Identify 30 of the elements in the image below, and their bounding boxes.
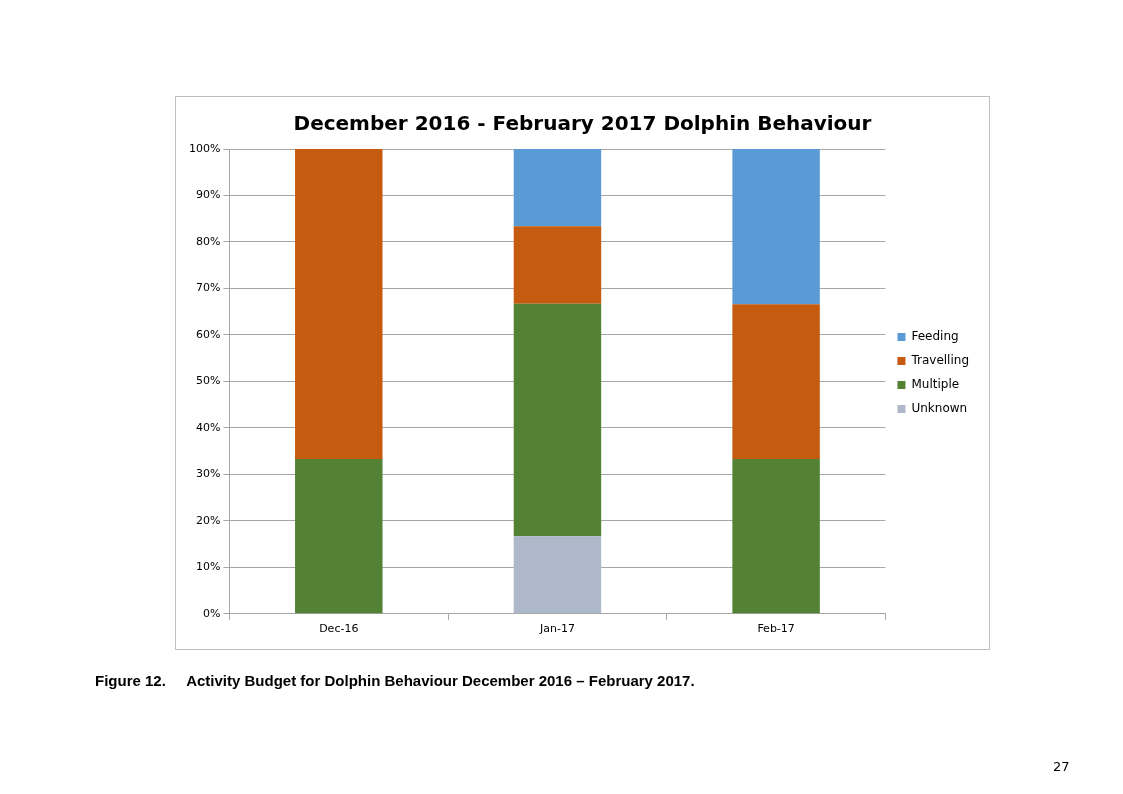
bar bbox=[513, 303, 602, 537]
bar bbox=[295, 459, 383, 614]
bar bbox=[295, 149, 383, 460]
legend-label: Unknown bbox=[911, 401, 968, 416]
caption: Figure 12. Activity Budget for Dolphin Behaviour December 2016 – February 2017. bbox=[95, 672, 695, 689]
y-tick-label: 50% bbox=[195, 374, 221, 388]
y-tick-label: 80% bbox=[195, 234, 221, 248]
y-tick-label: 40% bbox=[195, 420, 221, 434]
chart-title: December 2016 - February 2017 Dolphin Behaviour bbox=[293, 111, 872, 136]
bar bbox=[513, 226, 602, 304]
bar bbox=[732, 459, 820, 614]
x-tick-label: Dec-16 bbox=[319, 622, 359, 636]
bar bbox=[513, 149, 602, 227]
x-tick-label: Jan-17 bbox=[538, 622, 575, 636]
y-tick-label: 0% bbox=[202, 606, 221, 620]
y-tick-label: 10% bbox=[195, 560, 221, 574]
y-tick-label: 100% bbox=[188, 141, 221, 155]
bar bbox=[732, 149, 820, 305]
y-tick-label: 30% bbox=[195, 467, 221, 481]
legend-label: Feeding bbox=[911, 329, 959, 344]
y-tick-label: 20% bbox=[195, 513, 221, 527]
y-tick-label: 90% bbox=[195, 188, 221, 202]
text: 27 bbox=[1053, 759, 1070, 774]
legend-label: Multiple bbox=[911, 377, 960, 392]
x-tick-label: Feb-17 bbox=[757, 622, 795, 636]
y-tick-label: 70% bbox=[195, 281, 221, 295]
bar bbox=[732, 304, 820, 460]
bar bbox=[513, 536, 602, 614]
legend-label: Travelling bbox=[910, 353, 969, 368]
y-tick-label: 60% bbox=[195, 327, 221, 341]
